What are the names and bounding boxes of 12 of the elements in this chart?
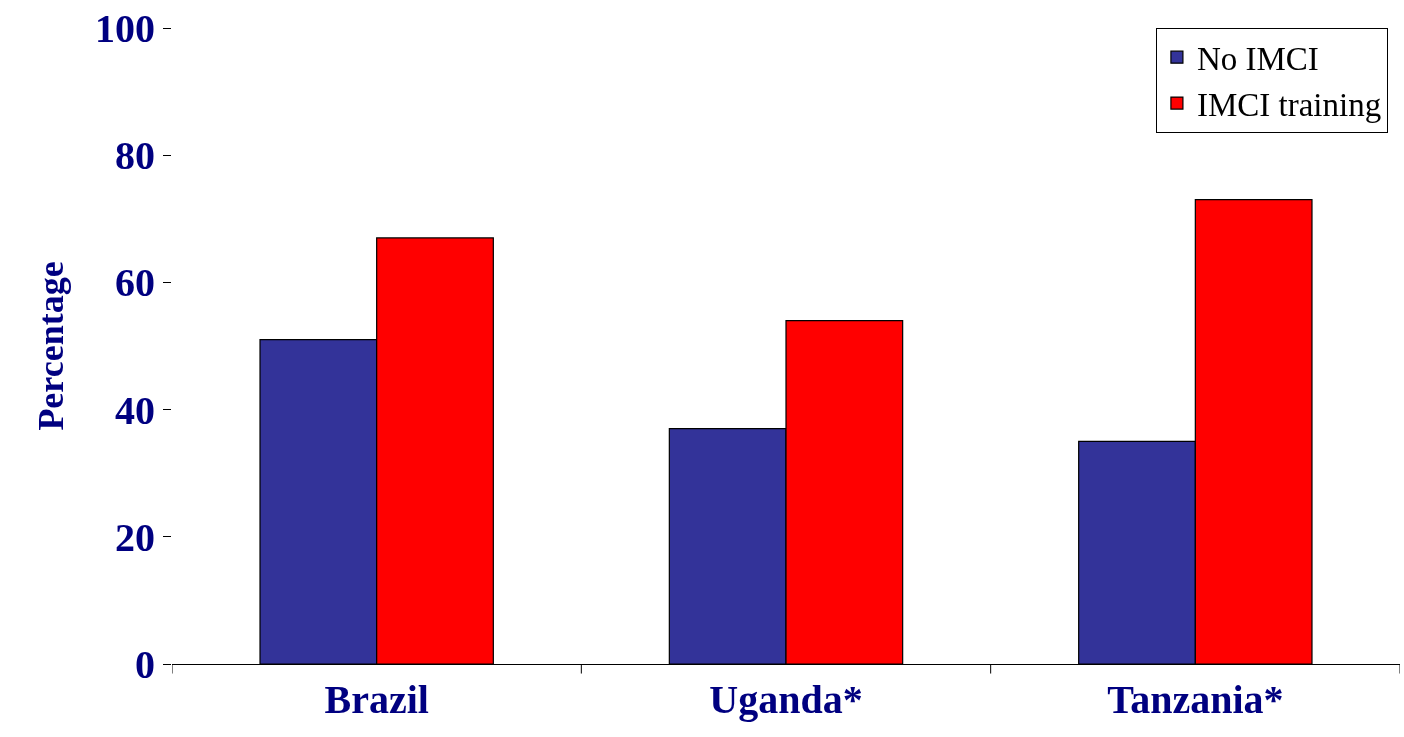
legend-label: IMCI training [1196,86,1382,123]
x-tick-label: Tanzania* [1107,677,1284,722]
x-tick-label: Brazil [324,677,429,722]
y-tick-label: 40 [115,387,155,433]
y-tick-label: 100 [95,6,155,51]
y-tick-label: 20 [115,514,155,560]
legend-label: No IMCI [1196,41,1319,78]
y-tick-label: 60 [115,260,155,306]
y-tick-label: 0 [135,642,155,687]
x-tick-label: Uganda* [709,677,863,722]
y-tick-label: 80 [115,133,155,179]
y-axis-title: Percentage [30,261,71,431]
